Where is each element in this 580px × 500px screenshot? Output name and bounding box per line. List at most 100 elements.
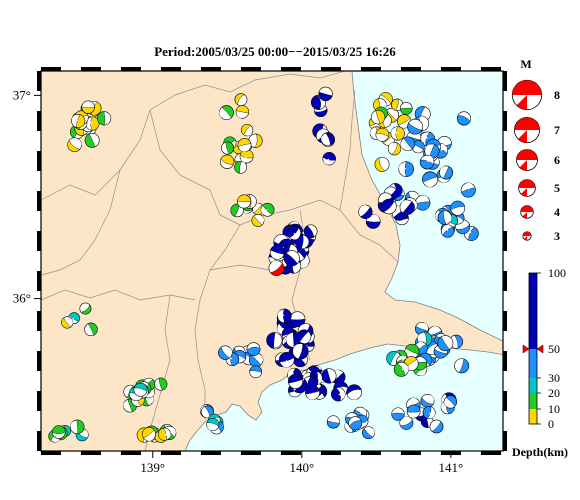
depth-band [529,273,537,349]
mechanism-beachball [320,132,335,147]
mechanism-beachball [201,405,214,419]
frame-tick [503,191,507,211]
mechanism-beachball [399,102,413,115]
beachball-dilatation [426,179,433,187]
mechanism-beachball [221,141,235,155]
depth-tick-label: 30 [548,371,560,385]
depth-axis-label: Depth(km) [512,445,568,459]
beachball-quadrant [251,215,263,227]
beachball-dilatation [440,166,447,173]
beachball-dilatation [441,402,448,409]
frame-tick [37,151,41,171]
legend-beachball-quadrant [522,231,532,241]
beachball-dilatation [401,365,409,372]
magnitude-legend-item: 5 [518,179,560,197]
beachball-quadrant [445,395,457,407]
page-title: Period:2005/03/25 00:00−−2015/03/25 16:2… [154,44,396,59]
mechanism-beachball [260,202,275,217]
earthquake-mechanisms [48,86,479,443]
beachball-dilatation [308,392,315,400]
mechanism-beachball [362,426,375,440]
mechanism-beachball [303,224,318,239]
beachball-dilatation [207,424,213,431]
beachball-quadrant [397,114,411,126]
mechanism-beachball [286,225,302,240]
beachball-dilatation [164,432,171,438]
beachball-quadrant [84,133,96,148]
frame-tick [201,67,221,71]
beachball-dilatation [427,395,435,401]
mechanism-beachball [420,393,435,408]
mechanism-beachball [387,142,402,156]
beachball-quadrant [75,431,88,442]
beachball-quadrant [249,365,262,373]
depth-marker-right [536,344,544,354]
frame-tick [37,391,41,411]
beachball-quadrant [314,108,328,117]
beachball-quadrant [407,122,423,135]
beachball-quadrant [422,171,438,183]
depth-band [529,409,537,424]
beachball-quadrant [381,199,395,213]
mechanism-beachball [67,137,82,152]
frame-tick [37,111,41,131]
prefecture-border-line [41,71,346,201]
beachball-dilatation [444,216,452,223]
beachball-quadrant [204,405,214,418]
frame-tick [361,451,381,455]
mechanism-beachball [218,345,233,360]
beachball-quadrant [237,194,251,203]
prefecture-border-line [41,169,121,276]
depth-colorbar-frame [528,272,538,425]
prefecture-border-line [149,109,241,226]
beachball-dilatation [282,359,289,368]
depth-tick-label: 100 [548,266,566,280]
beachball-quadrant [422,406,432,419]
lat-tick-label: 36° [13,291,31,306]
beachball-dilatation [74,139,82,145]
beachball-quadrant [288,374,303,384]
beachball-quadrant [52,425,66,435]
beachball-quadrant [284,252,298,267]
beachball-quadrant [279,352,295,363]
mechanism-beachball [84,132,100,148]
mechanism-beachball [71,114,86,128]
mechanism-beachball [278,352,295,368]
mechanism-beachball [154,377,168,391]
mechanism-beachball [269,244,285,260]
mechanism-beachball [393,361,409,377]
mechanism-beachball [441,224,455,238]
frame-tick [37,351,41,371]
mechanism-beachball [296,329,312,344]
beachball-dilatation [293,232,299,240]
mechanism-beachball [51,425,66,439]
mechanism-beachball [70,419,85,435]
frame-tick [503,111,507,131]
magnitude-legend-label: 5 [554,181,560,195]
mechanism-beachball [422,406,436,420]
map-frame [40,70,504,452]
frame-tick [503,311,507,331]
frame-tick [401,67,421,71]
mechanism-beachball [348,416,363,431]
magnitude-legend-item: 3 [522,229,560,243]
mechanism-beachball [375,127,390,142]
beachball-dilatation [147,434,153,441]
beachball-quadrant [305,385,320,395]
magnitude-legend-label: 3 [554,229,560,243]
beachball-quadrant [455,224,471,235]
frame-tick [121,451,141,455]
frame-tick [37,231,41,251]
frame-tick [37,431,41,451]
magnitude-legend-item: 8 [511,79,560,111]
frame-tick [481,451,501,455]
mechanism-beachball [429,419,444,434]
mechanism-beachball [234,93,248,107]
beachball-quadrant [400,419,414,430]
frame-tick [161,451,181,455]
frame-tick [503,271,507,291]
beachball-quadrant [325,132,335,146]
beachball-quadrant [230,352,239,366]
beachball-quadrant [395,126,405,141]
beachball-quadrant [76,419,85,434]
